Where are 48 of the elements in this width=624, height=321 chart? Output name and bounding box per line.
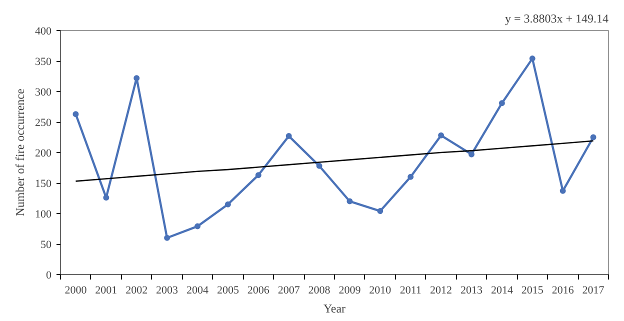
x-tick-label: 2010 <box>369 284 392 296</box>
point <box>560 188 566 194</box>
point <box>468 151 474 158</box>
x-tick-label: 2014 <box>490 284 514 296</box>
x-tick-label: 2009 <box>338 284 362 296</box>
y-tick-label: 150 <box>35 178 52 190</box>
x-tick-label: 2004 <box>186 284 209 296</box>
y-tick-label: 100 <box>35 208 52 220</box>
point <box>346 198 353 204</box>
text: y = 3.8803x + 149.14 <box>504 12 609 26</box>
y-tick-label: 300 <box>35 86 52 98</box>
x-tick-label: 2016 <box>552 284 574 296</box>
point <box>498 100 505 106</box>
point <box>164 234 170 241</box>
point <box>286 133 292 140</box>
point <box>194 223 200 230</box>
x-tick-label: 2006 <box>247 284 270 296</box>
point <box>255 172 262 178</box>
y-tick-label: 200 <box>35 148 52 160</box>
y-axis-title: Number of fire occurrence <box>13 88 27 216</box>
x-tick-label: 2001 <box>95 284 118 296</box>
x-tick-label: 2000 <box>64 284 88 296</box>
point <box>408 174 414 180</box>
point <box>72 111 79 118</box>
x-tick-label: 2002 <box>126 284 148 296</box>
x-tick-label: 2003 <box>156 284 179 296</box>
point <box>224 201 231 208</box>
x-tick-label: 2012 <box>430 284 452 296</box>
y-tick-label: 250 <box>35 117 52 129</box>
point <box>316 162 322 169</box>
x-axis-title: Year <box>323 302 346 316</box>
x-tick-label: 2011 <box>400 284 422 296</box>
y-tick-label: 0 <box>46 270 52 282</box>
point <box>590 134 596 140</box>
point <box>529 56 536 62</box>
x-tick-label: 2017 <box>582 284 605 296</box>
x-tick-label: 2015 <box>521 284 544 296</box>
x-tick-label: 2005 <box>216 284 240 296</box>
y-tick-label: 350 <box>35 56 52 68</box>
y-tick-label: 50 <box>40 239 52 251</box>
y-tick-label: 400 <box>35 26 52 38</box>
x-tick-label: 2013 <box>460 284 483 296</box>
x-tick-label: 2008 <box>308 284 331 296</box>
point <box>377 208 384 214</box>
x-tick-label: 2007 <box>278 284 300 296</box>
point <box>103 194 110 201</box>
point <box>438 132 444 138</box>
point <box>134 75 140 82</box>
